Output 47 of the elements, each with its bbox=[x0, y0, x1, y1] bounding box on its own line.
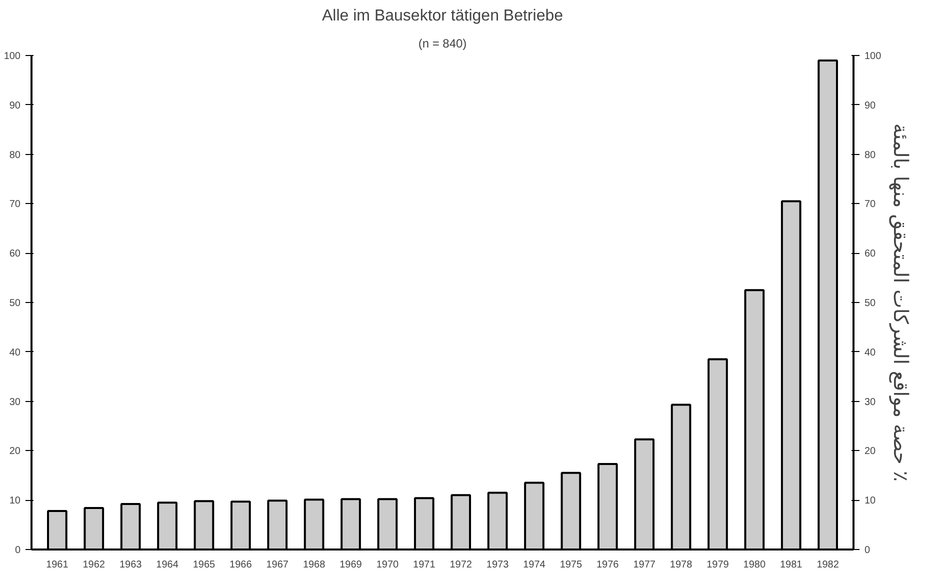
x-tick-label: 1966 bbox=[230, 560, 252, 570]
y2-tick-label: 50 bbox=[864, 298, 876, 309]
x-tick-label: 1977 bbox=[633, 560, 656, 570]
y-tick-label: 50 bbox=[9, 298, 21, 309]
x-tick-label: 1978 bbox=[670, 560, 693, 570]
y2-axis-title: حصة مواقع الشركات المتحقق منها بالمئة ٪ bbox=[889, 123, 914, 482]
y-tick-label: 80 bbox=[9, 150, 21, 161]
y-tick-label: 60 bbox=[9, 248, 21, 260]
y2-tick-label: 0 bbox=[864, 545, 870, 556]
y2-tick-label: 80 bbox=[864, 150, 876, 161]
x-tick-label: 1962 bbox=[82, 560, 106, 570]
y-tick-label: 100 bbox=[4, 51, 21, 62]
y-tick-label: 20 bbox=[9, 446, 21, 458]
x-tick-label: 1975 bbox=[560, 560, 582, 570]
y-tick-label: 10 bbox=[9, 496, 21, 507]
x-tick-label: 1961 bbox=[46, 560, 69, 570]
x-tick-label: 1965 bbox=[192, 560, 216, 570]
y-tick-label: 30 bbox=[9, 396, 21, 408]
x-tick-label: 1980 bbox=[743, 560, 766, 570]
y2-tick-label: 20 bbox=[864, 446, 876, 458]
x-tick-label: 1968 bbox=[302, 560, 326, 570]
y2-tick-label: 100 bbox=[864, 51, 882, 62]
y-tick-label: 90 bbox=[9, 100, 21, 112]
y2-tick-label: 10 bbox=[864, 496, 876, 507]
x-tick-label: 1967 bbox=[266, 560, 289, 570]
y2-tick-label: 40 bbox=[864, 347, 876, 358]
x-tick-label: 1982 bbox=[816, 560, 840, 570]
x-tick-label: 1963 bbox=[119, 560, 142, 570]
y2-tick-label: 90 bbox=[864, 100, 876, 112]
x-tick-label: 1972 bbox=[450, 560, 472, 570]
y2-tick-label: 70 bbox=[864, 199, 876, 210]
y2-tick-label: 60 bbox=[864, 248, 876, 260]
y-tick-label: 40 bbox=[9, 347, 21, 358]
x-tick-label: 1970 bbox=[376, 560, 400, 570]
x-tick-label: 1976 bbox=[596, 560, 620, 570]
x-tick-label: 1971 bbox=[413, 560, 436, 570]
y-tick-label: 70 bbox=[9, 199, 21, 210]
x-tick-label: 1974 bbox=[523, 560, 546, 570]
y2-tick-label: 30 bbox=[864, 396, 876, 408]
x-tick-label: 1969 bbox=[340, 560, 362, 570]
x-tick-label: 1979 bbox=[706, 560, 730, 570]
y-tick-label: 0 bbox=[14, 545, 21, 556]
chart-title: Alle im Bausektor tätigen Betriebe bbox=[322, 8, 564, 24]
x-tick-label: 1964 bbox=[156, 560, 179, 570]
x-tick-label: 1973 bbox=[486, 560, 510, 570]
x-tick-label: 1981 bbox=[780, 560, 803, 570]
chart-subtitle: (n = 840) bbox=[418, 36, 467, 50]
